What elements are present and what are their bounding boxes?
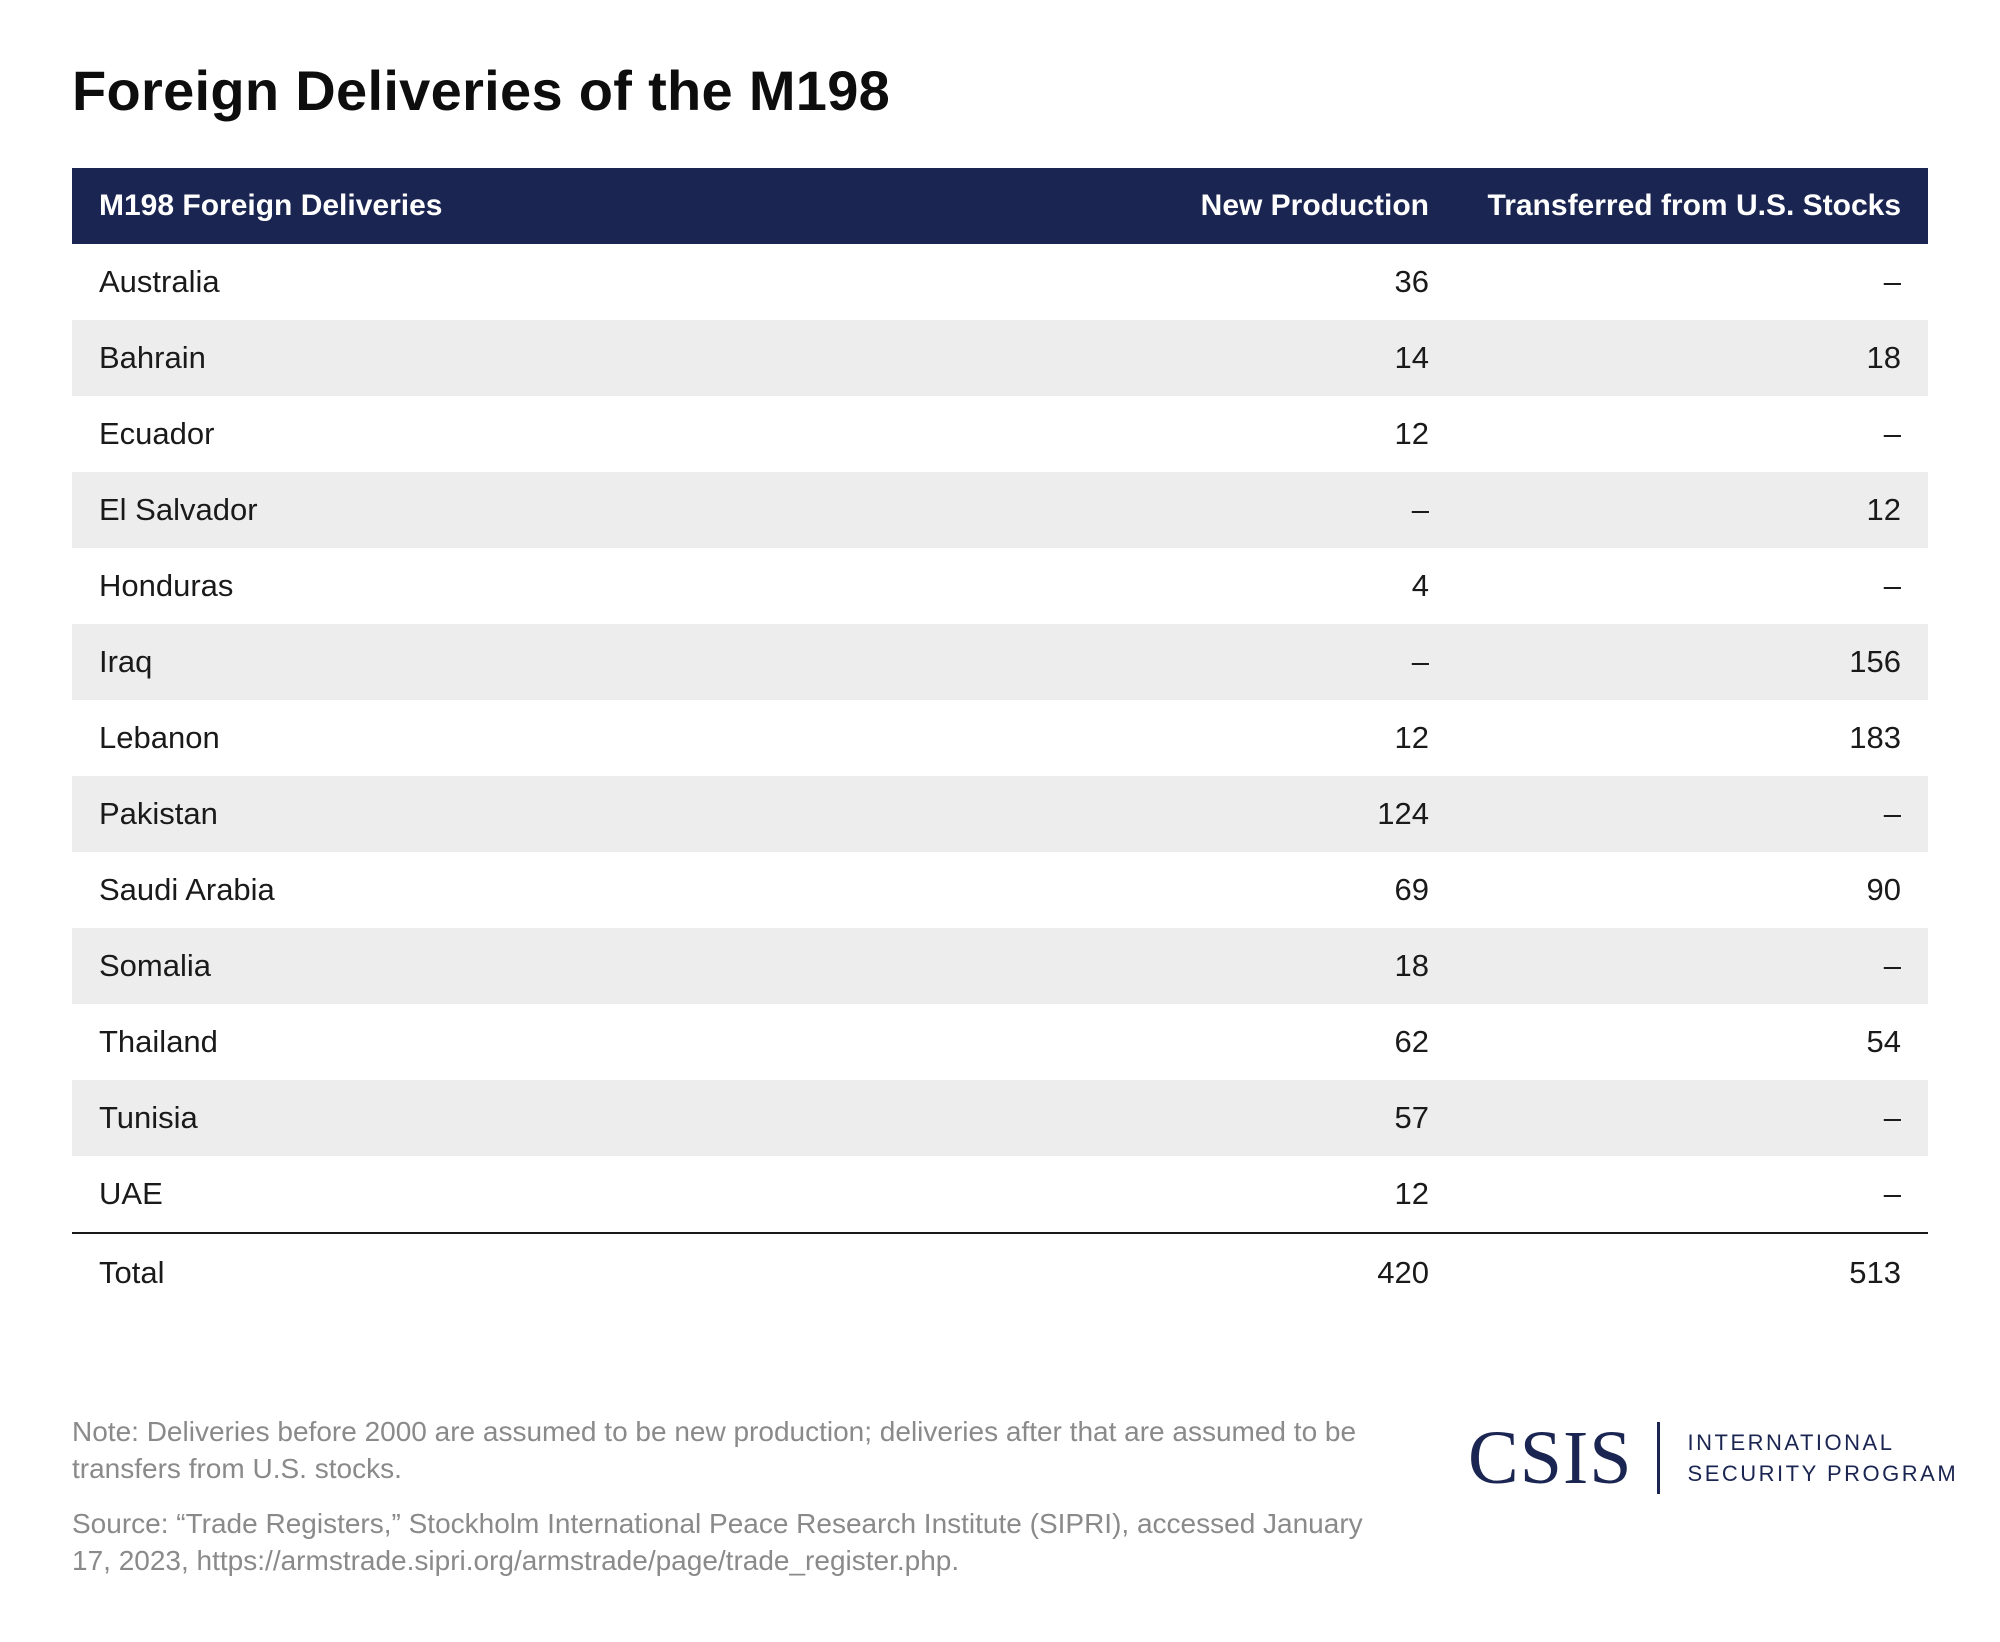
footnote: Note: Deliveries before 2000 are assumed… xyxy=(72,1416,1357,1484)
cell-country: UAE xyxy=(99,1176,163,1211)
cell-new-production: 14 xyxy=(1394,340,1429,375)
cell-transferred: – xyxy=(1883,1100,1901,1135)
column-header-new-production: New Production xyxy=(1200,189,1429,222)
cell-country: Saudi Arabia xyxy=(99,872,275,907)
logo-line-1: INTERNATIONAL xyxy=(1687,1430,1895,1455)
cell-country: Ecuador xyxy=(99,416,215,451)
cell-new-production: 69 xyxy=(1394,872,1429,907)
logo-divider xyxy=(1656,1422,1660,1494)
table-row: Thailand 62 54 xyxy=(72,1004,1928,1080)
cell-new-production: 62 xyxy=(1394,1024,1429,1059)
table-row: Honduras 4 – xyxy=(72,548,1928,624)
chart-title: Foreign Deliveries of the M198 xyxy=(72,59,891,122)
total-transferred: 513 xyxy=(1849,1255,1901,1290)
cell-new-production: 12 xyxy=(1394,1176,1429,1211)
cell-transferred: 18 xyxy=(1866,340,1901,375)
table-row: El Salvador – 12 xyxy=(72,472,1928,548)
table-row: Somalia 18 – xyxy=(72,928,1928,1004)
cell-transferred: – xyxy=(1883,796,1901,831)
cell-transferred: 156 xyxy=(1849,644,1901,679)
column-header-country: M198 Foreign Deliveries xyxy=(99,189,443,222)
column-header-transferred: Transferred from U.S. Stocks xyxy=(1487,189,1901,222)
table-row: Australia 36 – xyxy=(72,244,1928,320)
cell-country: Bahrain xyxy=(99,340,206,375)
table-total-row: Total 420 513 xyxy=(72,1232,1928,1312)
deliveries-table: M198 Foreign Deliveries New Production T… xyxy=(72,168,1928,1312)
cell-country: Thailand xyxy=(99,1024,218,1059)
table-row: Saudi Arabia 69 90 xyxy=(72,852,1928,928)
cell-new-production: 12 xyxy=(1394,416,1429,451)
cell-country: Pakistan xyxy=(99,796,218,831)
cell-transferred: 183 xyxy=(1849,720,1901,755)
cell-transferred: 12 xyxy=(1866,492,1901,527)
logo-program-name: INTERNATIONAL SECURITY PROGRAM xyxy=(1688,1427,1959,1489)
table-body: Australia 36– Bahrain 14 18 Ecuador 12– El Salv… xyxy=(72,244,1928,1232)
cell-new-production: – xyxy=(1411,492,1429,527)
total-label: Total xyxy=(99,1255,165,1290)
table-row: UAE 12 – xyxy=(72,1156,1928,1232)
cell-transferred: – xyxy=(1883,1176,1901,1211)
cell-country: Somalia xyxy=(99,948,211,983)
cell-new-production: 124 xyxy=(1377,796,1429,831)
cell-new-production: 18 xyxy=(1394,948,1429,983)
cell-new-production: 4 xyxy=(1411,568,1429,603)
cell-new-production: 36 xyxy=(1394,264,1429,299)
cell-country: Iraq xyxy=(99,644,153,679)
cell-country: Honduras xyxy=(99,568,234,603)
table-row: Bahrain 14 18 xyxy=(72,320,1928,396)
cell-transferred: – xyxy=(1883,416,1901,451)
cell-transferred: 54 xyxy=(1866,1024,1901,1059)
cell-new-production: 12 xyxy=(1394,720,1429,755)
cell-new-production: – xyxy=(1411,644,1429,679)
table-row: Lebanon 12 183 xyxy=(72,700,1928,776)
csis-logo: CSIS INTERNATIONAL SECURITY PROGRAM xyxy=(1468,1418,1958,1498)
cell-country: Australia xyxy=(99,264,220,299)
table-row: Ecuador 12 – xyxy=(72,396,1928,472)
csis-logo-mark: CSIS xyxy=(1468,1416,1633,1500)
table-row: Iraq – 156 xyxy=(72,624,1928,700)
source-citation: Source: “Trade Registers,” Stockholm Int… xyxy=(72,1508,1363,1576)
cell-transferred: – xyxy=(1883,264,1901,299)
cell-country: El Salvador xyxy=(99,492,258,527)
cell-country: Lebanon xyxy=(99,720,220,755)
cell-transferred: – xyxy=(1883,568,1901,603)
cell-new-production: 57 xyxy=(1394,1100,1429,1135)
total-new-production: 420 xyxy=(1377,1255,1429,1290)
logo-line-2: SECURITY PROGRAM xyxy=(1687,1461,1959,1486)
table-header-row: M198 Foreign Deliveries New Production T… xyxy=(72,168,1928,244)
cell-country: Tunisia xyxy=(99,1100,198,1135)
cell-transferred: – xyxy=(1883,948,1901,983)
table-row: Tunisia 57 – xyxy=(72,1080,1928,1156)
table-row: Pakistan 124 – xyxy=(72,776,1928,852)
cell-transferred: 90 xyxy=(1866,872,1901,907)
